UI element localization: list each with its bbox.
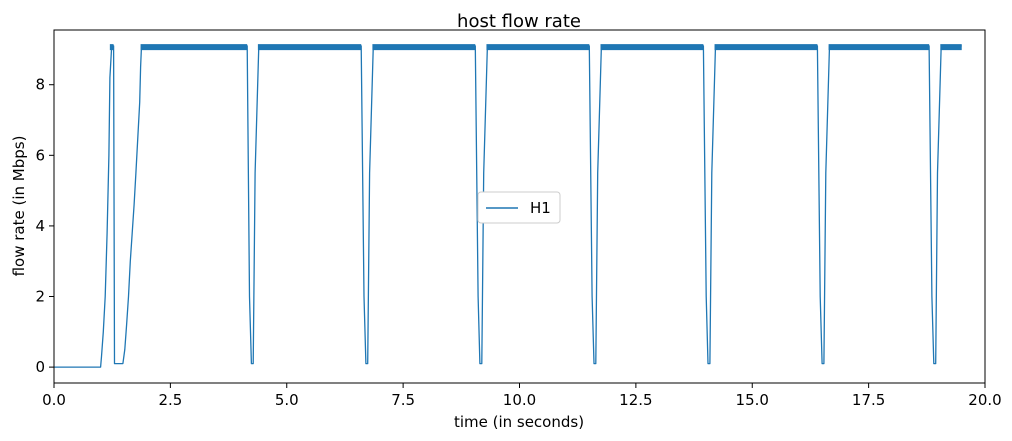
- x-tick-label: 0.0: [42, 391, 66, 409]
- series-plateau-band: [257, 44, 362, 51]
- x-tick-label: 7.5: [391, 391, 415, 409]
- series-line-h1: [54, 45, 962, 368]
- y-axis-title: flow rate (in Mbps): [10, 136, 28, 277]
- y-axis-ticks: 0 2 4 6 8: [35, 76, 54, 376]
- y-tick-label: 4: [35, 217, 45, 235]
- series-plateau-band: [828, 44, 930, 51]
- series-plateau-band: [486, 44, 590, 51]
- series-plateau-band: [600, 44, 704, 51]
- y-tick-label: 2: [35, 288, 45, 306]
- legend-label-h1: H1: [530, 199, 551, 217]
- x-tick-label: 12.5: [619, 391, 652, 409]
- series-layer: [54, 44, 962, 368]
- x-tick-label: 20.0: [968, 391, 1001, 409]
- chart-title: host flow rate: [457, 11, 581, 32]
- x-tick-label: 5.0: [275, 391, 299, 409]
- x-axis-ticks: 0.0 2.5 5.0 7.5 10.0 12.5 15.0 17.5 20.0: [42, 383, 1002, 409]
- x-tick-label: 15.0: [736, 391, 769, 409]
- x-axis-title: time (in seconds): [454, 413, 584, 431]
- x-tick-label: 10.0: [503, 391, 536, 409]
- x-tick-label: 2.5: [158, 391, 182, 409]
- series-plateau-band: [140, 44, 248, 51]
- x-tick-label: 17.5: [852, 391, 885, 409]
- y-tick-label: 8: [35, 76, 45, 94]
- legend: H1: [477, 191, 561, 224]
- series-plateau-band: [940, 44, 962, 51]
- plot-border: [53, 29, 986, 384]
- series-plateau-band: [714, 44, 818, 51]
- y-tick-label: 0: [35, 358, 45, 376]
- series-plateau-band: [372, 44, 476, 51]
- legend-box: [477, 191, 561, 224]
- y-tick-label: 6: [35, 146, 45, 164]
